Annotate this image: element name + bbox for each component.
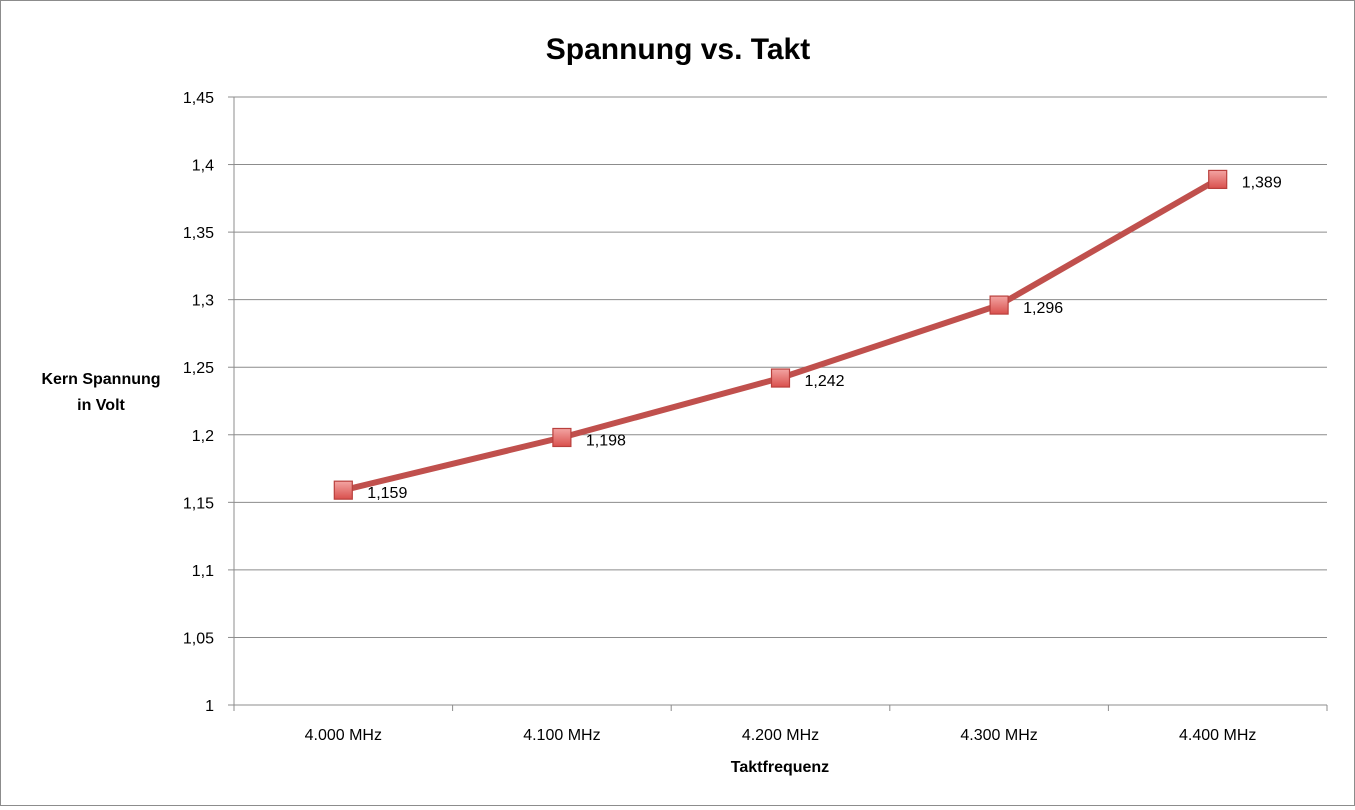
data-labels: 1,159 1,198 1,242 1,296 1,389 [367, 174, 1282, 502]
y-axis-title-line-1: Kern Spannung [41, 371, 160, 388]
y-tick-label: 1,35 [183, 225, 214, 242]
data-point-marker [989, 295, 1009, 315]
x-axis-title: Taktfrequenz [731, 759, 829, 776]
y-axis-title-line-2: in Volt [77, 397, 125, 414]
x-tick-label: 4.400 MHz [1179, 727, 1256, 744]
data-point-marker [770, 368, 791, 388]
data-point-marker [333, 480, 353, 500]
y-tick-label: 1,25 [183, 360, 214, 377]
y-tick-label: 1,1 [192, 563, 214, 580]
data-label: 1,296 [1023, 300, 1063, 317]
y-tick-label: 1,05 [183, 630, 214, 647]
data-point-marker [1208, 169, 1228, 190]
chart-title: Spannung vs. Takt [546, 33, 810, 66]
series-line [340, 176, 1221, 494]
y-tick-label: 1 [205, 698, 214, 715]
y-tick-label: 1,45 [183, 90, 214, 107]
x-tick-label: 4.100 MHz [523, 727, 600, 744]
y-tick-label: 1,15 [183, 495, 214, 512]
x-tick-label: 4.300 MHz [960, 727, 1037, 744]
y-tick-label: 1,2 [192, 428, 214, 445]
data-label: 1,159 [367, 485, 407, 502]
x-tick-label: 4.000 MHz [305, 727, 382, 744]
x-tick-labels: 4.000 MHz 4.100 MHz 4.200 MHz 4.300 MHz 4.40… [305, 727, 1257, 744]
data-markers [333, 169, 1228, 500]
data-label: 1,242 [805, 373, 845, 390]
data-label: 1,198 [586, 432, 626, 449]
axes [228, 96, 1328, 711]
x-tick-label: 4.200 MHz [742, 727, 819, 744]
series-line-path [340, 176, 1221, 494]
y-tick-label: 1,3 [192, 293, 214, 310]
data-point-marker [552, 427, 572, 448]
y-tick-labels: 1 1,05 1,1 1,15 1,2 1,25 1,3 1,35 1,4 1,45 [183, 90, 214, 715]
y-tick-label: 1,4 [192, 158, 214, 175]
data-label: 1,389 [1242, 174, 1282, 191]
gridlines [234, 96, 1327, 638]
